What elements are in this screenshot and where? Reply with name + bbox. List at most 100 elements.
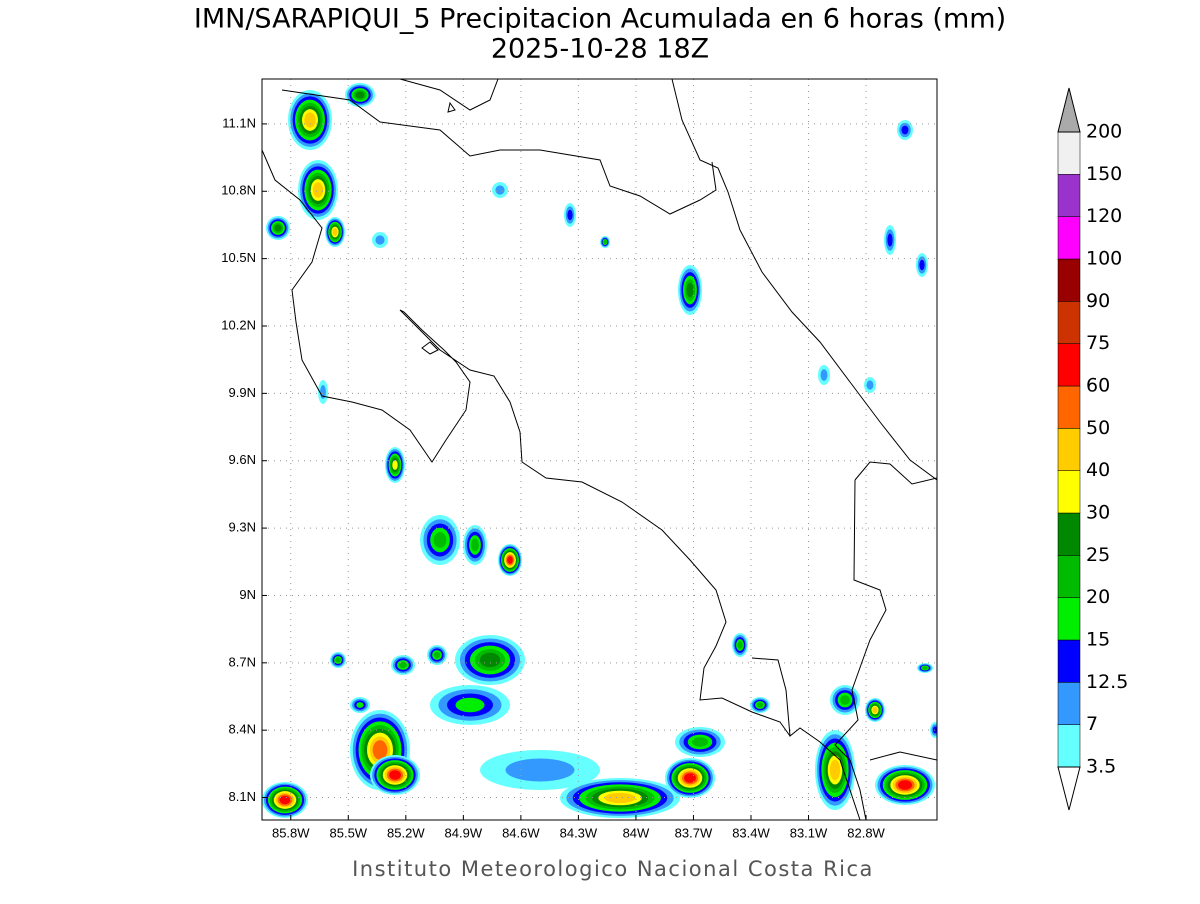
- x-tick-label: 83.4W: [732, 825, 770, 840]
- colorbar-label: 60: [1086, 375, 1110, 397]
- y-tick-label: 9N: [239, 587, 256, 602]
- rain-cell: [919, 259, 925, 271]
- rain-cell: [897, 780, 913, 790]
- colorbar-label: 12.5: [1086, 671, 1128, 693]
- subtitle: 2025-10-28 18Z: [491, 34, 709, 65]
- x-tick-label: 85.8W: [272, 825, 310, 840]
- x-tick-label: 83.1W: [790, 825, 828, 840]
- rain-cell: [686, 282, 694, 298]
- colorbar-swatch: [1057, 428, 1081, 471]
- rain-cell: [840, 695, 850, 705]
- y-tick-label: 9.6N: [229, 452, 256, 467]
- rain-cell: [479, 652, 501, 668]
- rain-cell: [399, 661, 407, 669]
- rain-cell: [820, 369, 828, 381]
- border-north: [281, 89, 717, 215]
- colorbar-label: 3.5: [1086, 756, 1116, 778]
- rain-cell: [312, 182, 324, 198]
- rain-cell: [684, 773, 696, 783]
- footer: Instituto Meteorologico Nacional Costa R…: [352, 857, 874, 881]
- rain-cell: [279, 795, 291, 805]
- y-tick-label: 8.7N: [229, 654, 256, 669]
- colorbar-swatch: [1057, 258, 1081, 302]
- colorbar-label: 30: [1086, 502, 1110, 524]
- colorbar-swatch: [1057, 597, 1081, 641]
- x-tick-label: 85.5W: [330, 825, 368, 840]
- x-tick-label: 84.3W: [560, 825, 598, 840]
- colorbar-swatch: [1057, 216, 1081, 260]
- colorbar-below: [1057, 766, 1081, 811]
- osa-coast: [751, 657, 861, 820]
- gulf-island: [421, 341, 439, 355]
- rain-cell: [922, 666, 928, 670]
- colorbar-label: 200: [1086, 121, 1122, 143]
- colorbar-label: 20: [1086, 586, 1110, 608]
- y-tick-label: 10.8N: [221, 183, 256, 198]
- rain-cell: [332, 228, 338, 236]
- rain-cell: [392, 460, 398, 470]
- map-frame: [261, 78, 938, 821]
- rain-cell: [304, 112, 316, 128]
- title: IMN/SARAPIQUI_5 Precipitacion Acumulada …: [194, 4, 1006, 35]
- rain-cell: [866, 380, 874, 390]
- colorbar-swatch: [1057, 470, 1081, 514]
- rain-cell: [901, 125, 909, 135]
- rain-cell: [375, 235, 385, 245]
- coastline: [262, 149, 791, 737]
- colorbar-label: 120: [1086, 205, 1122, 227]
- precipitation-field: [262, 83, 937, 818]
- rain-cell: [389, 770, 401, 780]
- colorbar-swatch: [1057, 174, 1081, 217]
- colorbar-label: 7: [1086, 713, 1098, 735]
- colorbar-swatch: [1057, 639, 1081, 683]
- panama-coast: [869, 751, 937, 761]
- colorbar-swatch: [1057, 682, 1081, 725]
- lake-shore: [399, 79, 499, 113]
- grid: 85.8W 85.5W 85.2W 84.9W 84.6W 84.3W 84W 83.7W 83…: [221, 79, 937, 840]
- colorbar-swatch: [1057, 343, 1081, 387]
- y-tick-label: 10.5N: [221, 250, 256, 265]
- rain-cell: [433, 532, 447, 548]
- x-tick-label: 82.8W: [847, 825, 885, 840]
- rain-cell: [455, 697, 485, 713]
- rain-cell: [335, 657, 341, 663]
- y-tick-label: 9.9N: [229, 385, 256, 400]
- rain-cell: [567, 209, 573, 221]
- x-tick-label: 83.7W: [675, 825, 713, 840]
- y-tick-label: 10.2N: [221, 317, 256, 332]
- y-tick-label: 8.1N: [229, 789, 256, 804]
- colorbar-label: 40: [1086, 459, 1110, 481]
- y-tick-label: 9.3N: [229, 520, 256, 535]
- x-tick-label: 84W: [623, 825, 650, 840]
- rain-cell: [356, 702, 364, 708]
- y-tick-label: 8.4N: [229, 722, 256, 737]
- rain-cell: [433, 651, 441, 659]
- colorbar-above: [1057, 87, 1081, 133]
- colorbar-swatch: [1057, 385, 1081, 429]
- rain-cell: [355, 91, 365, 99]
- rain-cell: [692, 737, 708, 747]
- colorbar-swatch: [1057, 131, 1081, 175]
- rain-cell: [604, 792, 636, 804]
- colorbar-swatch: [1057, 301, 1081, 344]
- x-tick-label: 85.2W: [387, 825, 425, 840]
- rain-cell: [505, 758, 575, 782]
- colorbar-label: 90: [1086, 290, 1110, 312]
- rain-cell: [274, 224, 282, 232]
- rain-cell: [756, 702, 764, 708]
- rain-cell: [495, 185, 505, 195]
- rain-cell: [829, 759, 841, 781]
- rain-cell: [507, 556, 513, 564]
- rain-cell: [603, 240, 607, 244]
- coastlines: [262, 79, 937, 820]
- colorbar-label: 25: [1086, 544, 1110, 566]
- colorbar-swatch: [1057, 512, 1081, 556]
- colorbar-label: 50: [1086, 417, 1110, 439]
- caribbean-coast: [671, 79, 937, 481]
- x-tick-label: 84.9W: [445, 825, 483, 840]
- border-south: [834, 461, 937, 820]
- y-tick-label: 11.1N: [222, 115, 256, 130]
- colorbar-label: 75: [1086, 332, 1110, 354]
- x-tick-label: 84.6W: [502, 825, 540, 840]
- rain-cell: [372, 740, 388, 760]
